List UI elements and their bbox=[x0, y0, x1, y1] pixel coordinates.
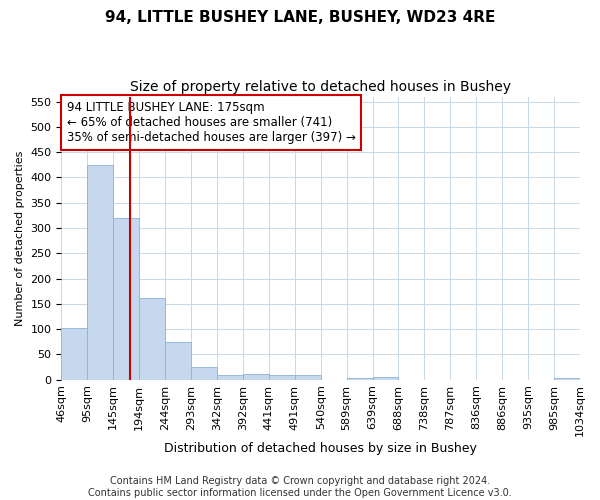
Bar bbox=[191, 367, 217, 380]
Bar bbox=[61, 328, 88, 380]
Bar bbox=[295, 375, 321, 380]
Text: 94 LITTLE BUSHEY LANE: 175sqm
← 65% of detached houses are smaller (741)
35% of : 94 LITTLE BUSHEY LANE: 175sqm ← 65% of d… bbox=[67, 101, 355, 144]
Bar bbox=[165, 342, 191, 380]
Bar bbox=[269, 374, 295, 380]
Text: Contains HM Land Registry data © Crown copyright and database right 2024.
Contai: Contains HM Land Registry data © Crown c… bbox=[88, 476, 512, 498]
Bar bbox=[243, 374, 269, 380]
Bar bbox=[217, 374, 243, 380]
Bar bbox=[347, 378, 373, 380]
X-axis label: Distribution of detached houses by size in Bushey: Distribution of detached houses by size … bbox=[164, 442, 477, 455]
Text: 94, LITTLE BUSHEY LANE, BUSHEY, WD23 4RE: 94, LITTLE BUSHEY LANE, BUSHEY, WD23 4RE bbox=[105, 10, 495, 25]
Bar bbox=[373, 377, 398, 380]
Bar bbox=[554, 378, 580, 380]
Bar bbox=[88, 165, 113, 380]
Bar bbox=[113, 218, 139, 380]
Y-axis label: Number of detached properties: Number of detached properties bbox=[15, 150, 25, 326]
Title: Size of property relative to detached houses in Bushey: Size of property relative to detached ho… bbox=[130, 80, 511, 94]
Bar bbox=[139, 298, 165, 380]
